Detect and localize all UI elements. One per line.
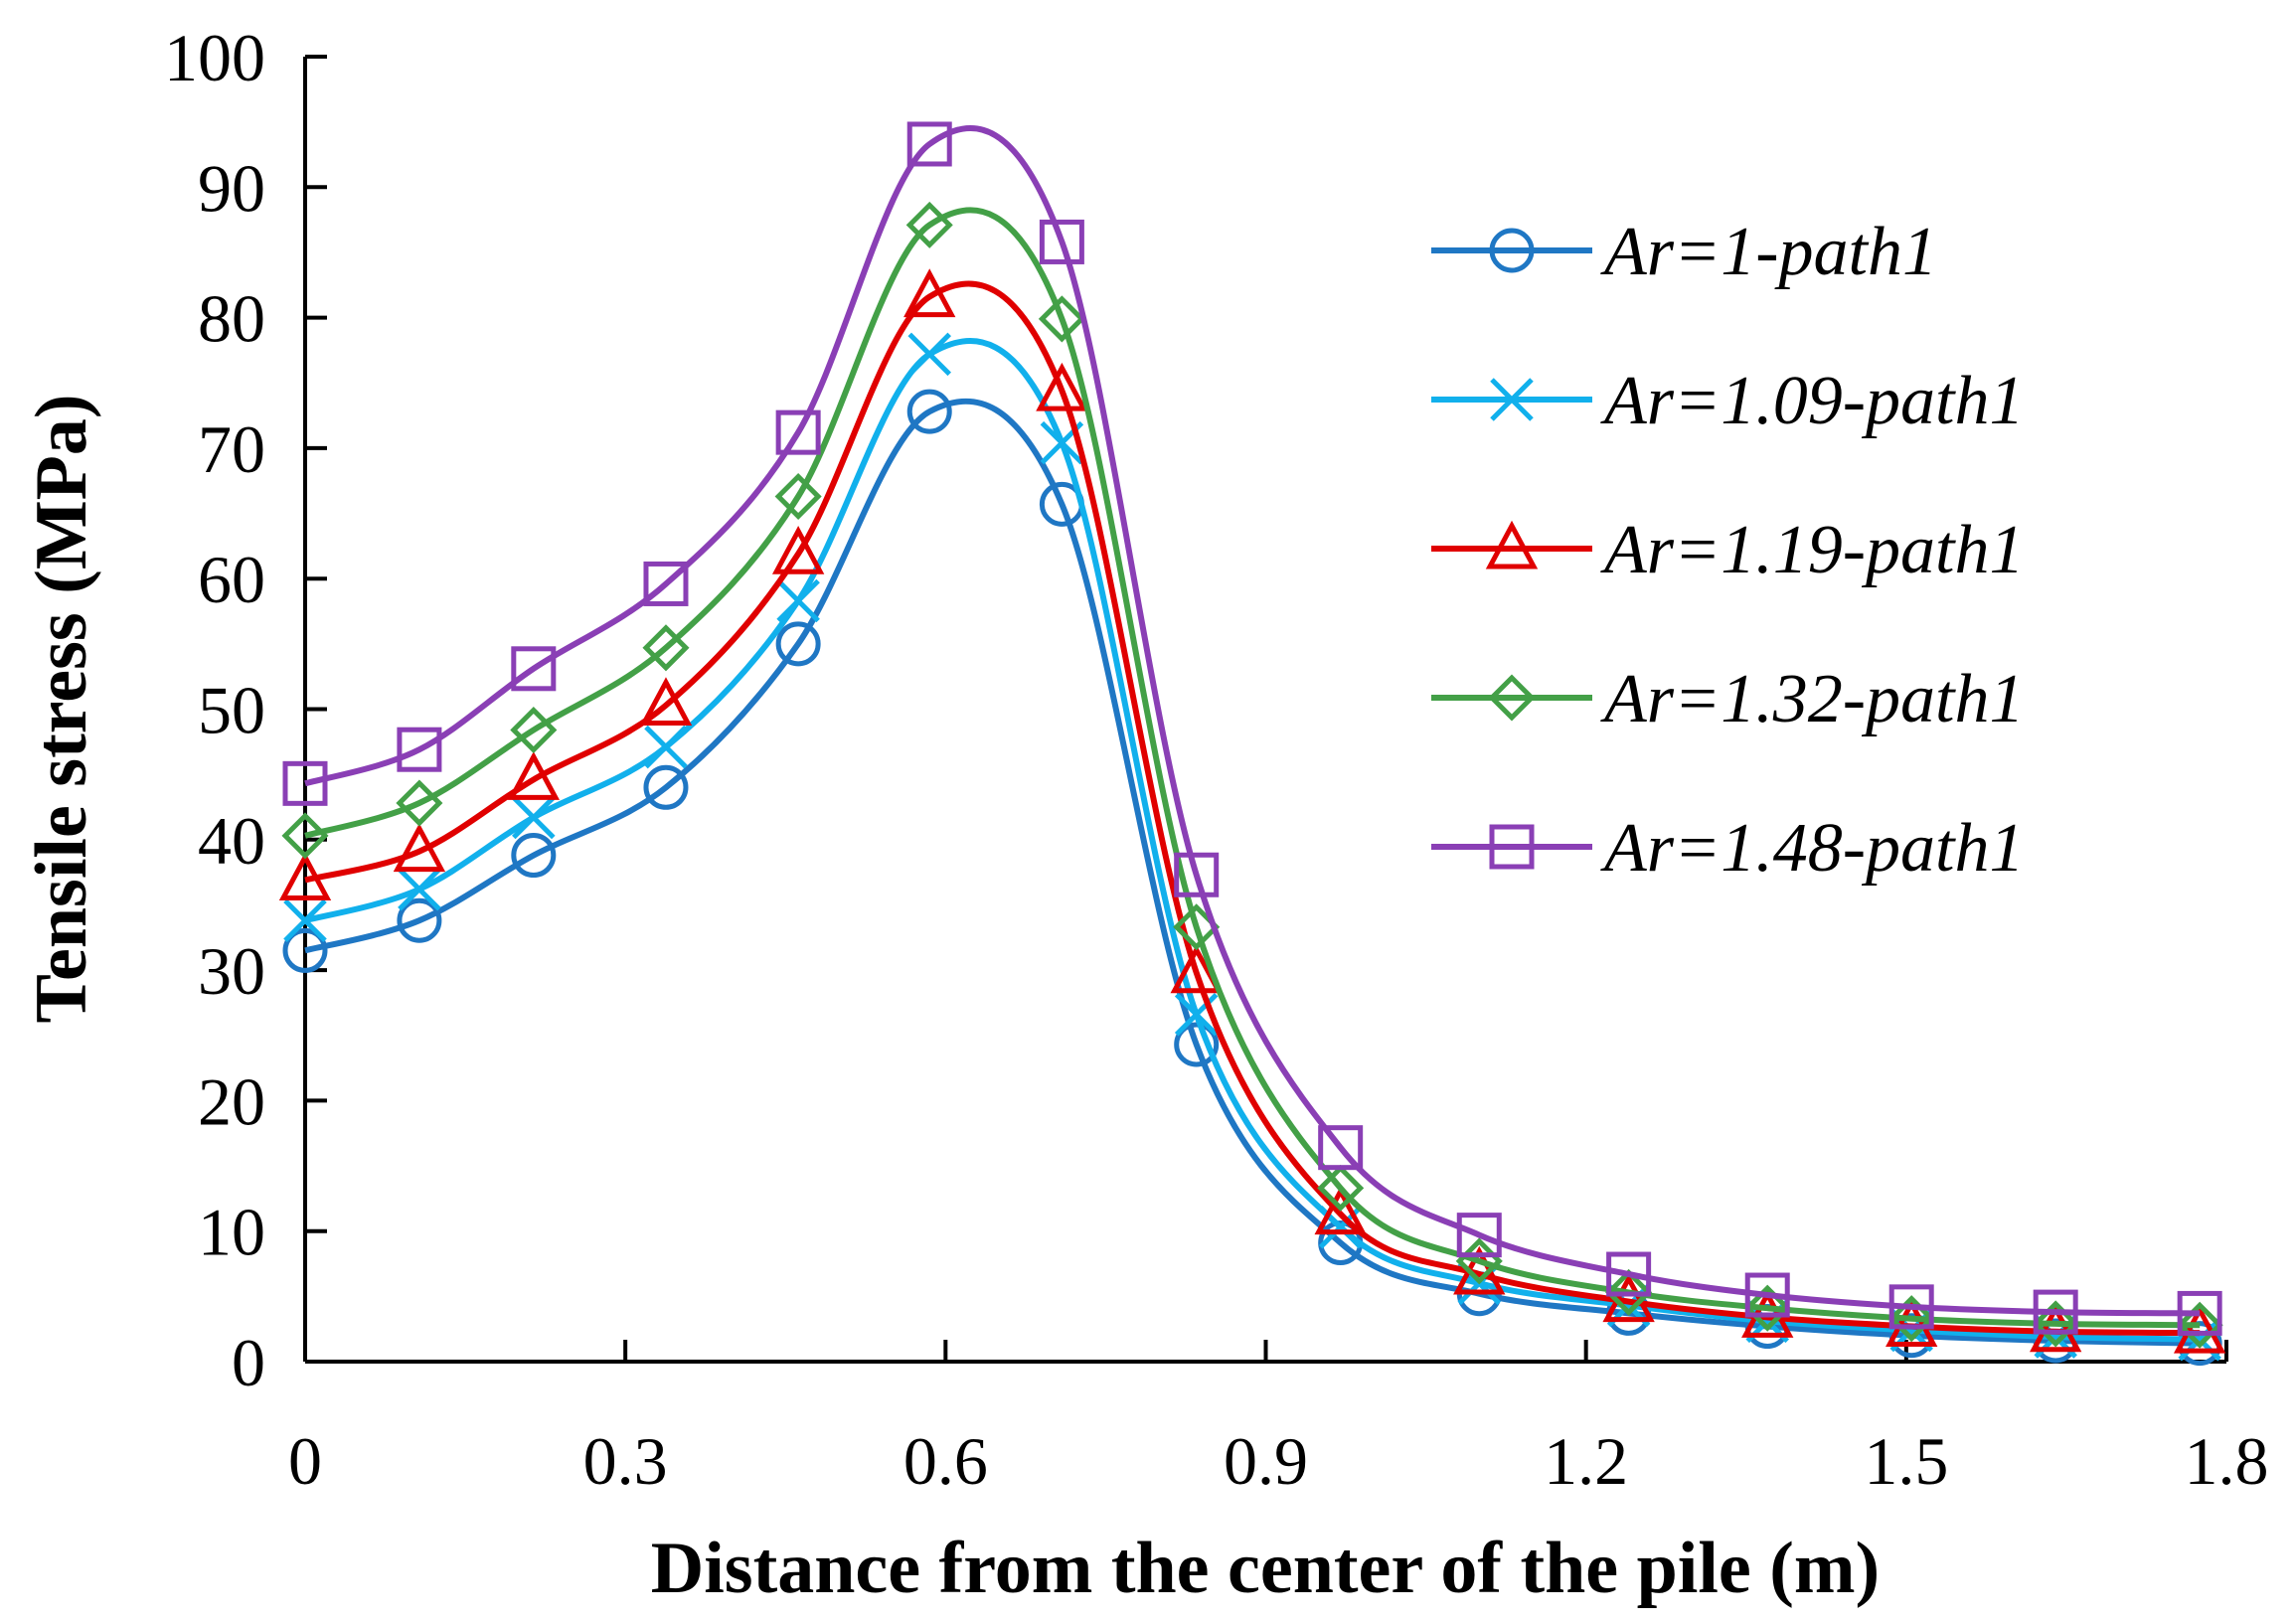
legend-label: Ar=1.19-path1 (1600, 512, 2025, 588)
y-tick-label: 100 (164, 20, 265, 95)
data-point (1744, 1272, 1790, 1318)
data-point (903, 268, 956, 318)
data-point (281, 812, 329, 860)
legend-marker (1490, 378, 1534, 421)
y-tick-label: 0 (232, 1325, 265, 1400)
legend-marker (1485, 520, 1539, 569)
data-point (642, 624, 690, 672)
data-point (906, 389, 952, 434)
data-point (1887, 1295, 1935, 1343)
legend-label: Ar=1-path1 (1600, 214, 1937, 290)
data-point (393, 823, 446, 873)
legend-marker (1488, 674, 1536, 722)
y-tick-label: 40 (198, 803, 265, 879)
data-point (1038, 295, 1085, 343)
data-point (511, 646, 557, 692)
data-point (396, 779, 443, 827)
data-point (397, 727, 442, 772)
y-tick-label: 70 (198, 411, 265, 487)
series-line (304, 338, 2201, 1343)
data-point (1888, 1284, 1934, 1330)
data-point (1036, 362, 1088, 411)
series-line (304, 124, 2201, 1317)
x-tick-label: 0.9 (1224, 1423, 1308, 1499)
data-point (2177, 1290, 2222, 1336)
data-point (2173, 1304, 2226, 1354)
legend-item: Ar=1-path1 (1431, 214, 1937, 290)
data-point (2033, 1289, 2078, 1335)
series-line (304, 280, 2201, 1337)
data-point (2032, 1300, 2079, 1348)
data-point (643, 764, 689, 810)
data-point (1743, 1284, 1791, 1332)
legend-label: Ar=1.32-path1 (1600, 661, 2025, 737)
legend-item: Ar=1.19-path1 (1431, 512, 2025, 588)
data-point (771, 525, 825, 574)
series (278, 121, 2226, 1367)
data-point (510, 706, 558, 754)
data-point (907, 332, 951, 377)
data-point (278, 852, 332, 901)
data-point (1886, 1298, 1938, 1348)
data-point (906, 121, 952, 167)
data-point (512, 795, 556, 840)
data-point (776, 578, 820, 623)
series-line (304, 398, 2201, 1347)
data-point (775, 409, 821, 455)
legend: Ar=1-path1 Ar=1.09-path1 Ar=1.19-path1 Ar=1… (1431, 214, 2025, 887)
data-point (2029, 1303, 2082, 1353)
series-4 (282, 121, 2222, 1336)
legend-item: Ar=1.32-path1 (1431, 661, 2025, 737)
y-tick-label: 90 (198, 150, 265, 226)
y-tick-label: 60 (198, 542, 265, 617)
data-point (1174, 1022, 1220, 1067)
data-point (775, 621, 821, 667)
data-point (905, 201, 953, 248)
data-point (283, 898, 327, 942)
ticks: 0 10 20 30 40 50 60 70 80 90 100 0 0.3 0.6 0.9 1.2 1.5 1.… (164, 20, 2269, 1499)
legend-label: Ar=1.09-path1 (1600, 363, 2025, 439)
data-point (1317, 1164, 1365, 1212)
data-point (1606, 1251, 1652, 1297)
legend-marker (1489, 228, 1535, 273)
series-line (304, 207, 2201, 1329)
data-point (644, 725, 688, 769)
data-point (774, 472, 822, 521)
y-tick-label: 30 (198, 933, 265, 1009)
x-axis-title: Distance from the center of the pile (m) (651, 1528, 1880, 1609)
data-point (1039, 219, 1084, 264)
data-point (1174, 852, 1220, 897)
x-tick-label: 0.6 (903, 1423, 988, 1499)
x-tick-label: 1.8 (2185, 1423, 2269, 1499)
x-tick-label: 1.2 (1544, 1423, 1628, 1499)
legend-item: Ar=1.48-path1 (1431, 810, 2025, 887)
data-point (397, 897, 442, 943)
data-point (1605, 1268, 1653, 1316)
data-point (639, 677, 693, 727)
data-point (1170, 944, 1223, 994)
y-tick-label: 10 (198, 1195, 265, 1270)
y-tick-label: 80 (198, 281, 265, 357)
data-point (282, 760, 328, 806)
data-point (1456, 1213, 1502, 1258)
data-point (1318, 1125, 1364, 1171)
x-tick-label: 0.3 (583, 1423, 668, 1499)
data-point (643, 561, 689, 606)
data-point (2176, 1301, 2223, 1349)
data-point (511, 833, 557, 879)
data-point (398, 867, 441, 911)
legend-label: Ar=1.48-path1 (1600, 810, 2025, 887)
legend-marker (1489, 824, 1535, 870)
data-point (1314, 1186, 1367, 1235)
data-point (282, 927, 328, 973)
x-tick-label: 1.5 (1864, 1423, 1948, 1499)
x-tick-label: 0 (288, 1423, 322, 1499)
y-tick-label: 20 (198, 1063, 265, 1139)
y-axis-title: Tensile stress (MPa) (21, 394, 102, 1023)
legend-item: Ar=1.09-path1 (1431, 363, 2025, 439)
y-tick-label: 50 (198, 673, 265, 748)
data-point (507, 751, 560, 800)
